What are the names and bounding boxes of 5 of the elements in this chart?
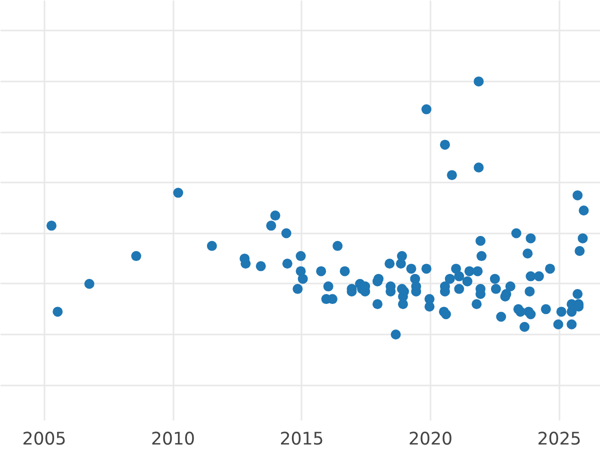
x-tick-label: 2015 [280,430,324,450]
x-tick-label: 2020 [408,430,453,450]
x-tick-label: 2010 [150,430,196,450]
x-tick-label: 2025 [537,430,582,450]
x-tick-label: 2005 [22,430,66,450]
